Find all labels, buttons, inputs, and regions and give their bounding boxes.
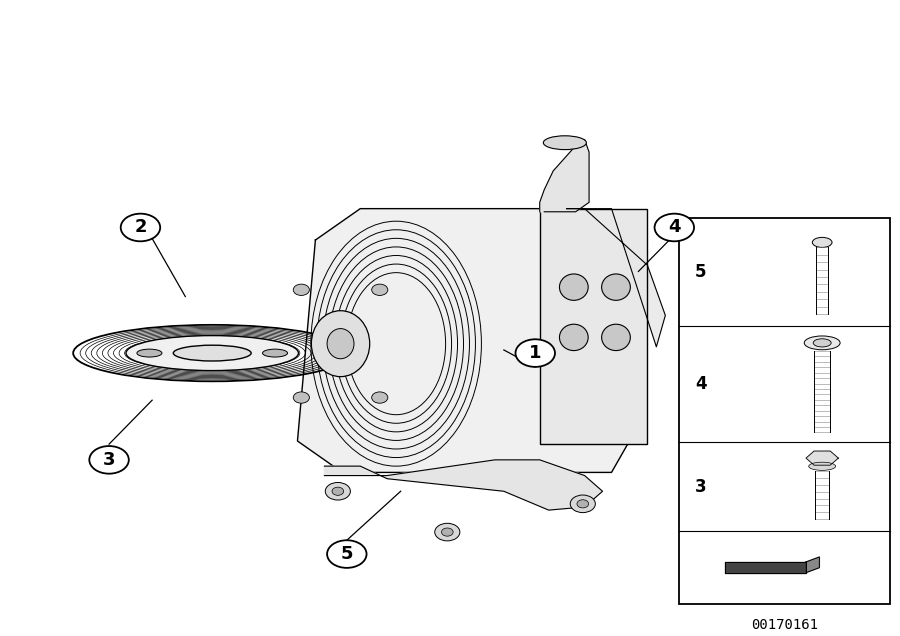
Polygon shape — [725, 562, 806, 572]
Polygon shape — [324, 460, 602, 510]
Polygon shape — [806, 557, 819, 572]
Polygon shape — [540, 139, 590, 212]
Text: 5: 5 — [340, 545, 353, 563]
Ellipse shape — [601, 274, 630, 300]
Ellipse shape — [809, 462, 835, 471]
Ellipse shape — [560, 274, 589, 300]
Ellipse shape — [293, 392, 310, 403]
Circle shape — [89, 446, 129, 474]
Ellipse shape — [311, 311, 370, 377]
Ellipse shape — [560, 324, 589, 350]
Ellipse shape — [174, 345, 251, 361]
Circle shape — [121, 214, 160, 241]
Ellipse shape — [327, 329, 354, 359]
Text: 2: 2 — [134, 219, 147, 237]
Polygon shape — [567, 209, 665, 347]
Ellipse shape — [435, 523, 460, 541]
Ellipse shape — [372, 284, 388, 296]
Polygon shape — [806, 451, 838, 465]
Circle shape — [516, 339, 555, 367]
Ellipse shape — [332, 487, 344, 495]
Polygon shape — [298, 209, 647, 473]
Ellipse shape — [601, 324, 630, 350]
Text: 1: 1 — [529, 344, 542, 362]
Ellipse shape — [442, 528, 453, 536]
Circle shape — [654, 214, 694, 241]
Text: 00170161: 00170161 — [751, 618, 818, 632]
Ellipse shape — [137, 349, 162, 357]
Ellipse shape — [325, 483, 350, 500]
Ellipse shape — [813, 237, 832, 247]
Text: 3: 3 — [695, 478, 707, 495]
Ellipse shape — [571, 495, 596, 513]
Ellipse shape — [814, 339, 831, 347]
Text: 3: 3 — [103, 451, 115, 469]
Text: 4: 4 — [668, 219, 680, 237]
Bar — [679, 218, 889, 604]
Text: 5: 5 — [695, 263, 707, 281]
Ellipse shape — [372, 392, 388, 403]
Ellipse shape — [577, 500, 589, 508]
Ellipse shape — [293, 284, 310, 296]
Bar — [540, 209, 647, 444]
Ellipse shape — [263, 349, 288, 357]
Text: 4: 4 — [695, 375, 707, 393]
Circle shape — [327, 540, 366, 568]
Ellipse shape — [544, 136, 587, 149]
Ellipse shape — [805, 336, 840, 350]
Ellipse shape — [126, 336, 299, 371]
